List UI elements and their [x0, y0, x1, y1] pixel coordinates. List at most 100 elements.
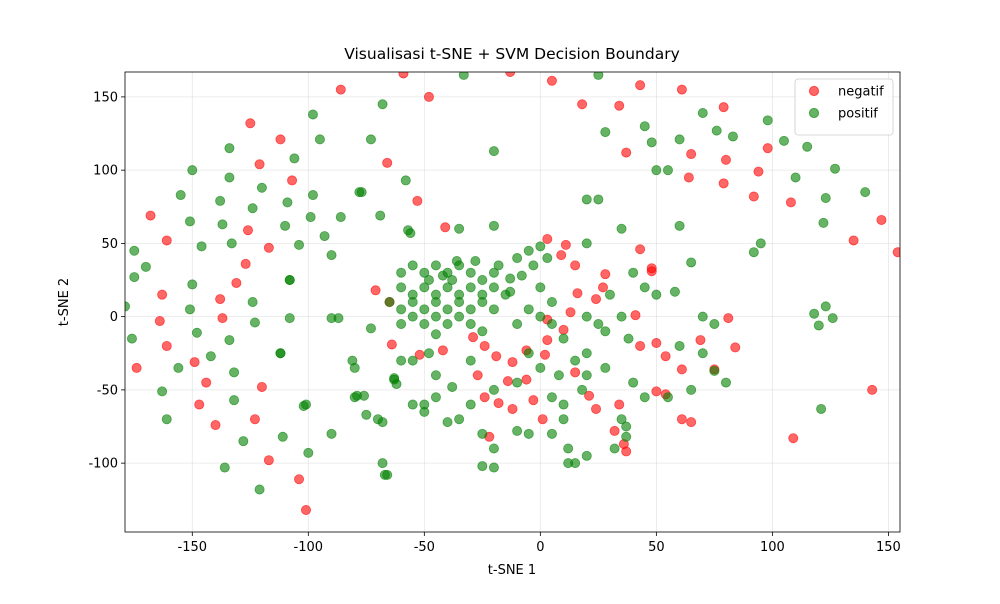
point — [215, 294, 226, 305]
point — [454, 223, 465, 234]
point — [419, 267, 430, 278]
point — [407, 355, 418, 366]
point — [697, 108, 708, 119]
point — [711, 125, 722, 136]
point — [785, 197, 796, 208]
point — [876, 214, 887, 225]
point — [556, 250, 567, 261]
point — [129, 245, 140, 256]
point — [593, 318, 604, 329]
point — [219, 462, 230, 473]
point — [546, 428, 557, 439]
legend-box — [794, 78, 894, 136]
point — [748, 247, 759, 258]
point — [477, 275, 488, 286]
point — [423, 348, 434, 359]
point — [396, 282, 407, 293]
legend-marker — [808, 107, 820, 119]
point — [512, 377, 523, 388]
point — [507, 357, 518, 368]
point — [646, 266, 657, 277]
point — [762, 115, 773, 126]
point — [593, 72, 604, 80]
point — [407, 260, 418, 271]
point — [377, 458, 388, 469]
point — [616, 414, 627, 425]
point — [762, 143, 773, 154]
point — [512, 318, 523, 329]
point — [651, 386, 662, 397]
point — [226, 238, 237, 249]
point — [400, 175, 411, 186]
point — [419, 318, 430, 329]
point — [349, 362, 360, 373]
point — [597, 282, 608, 293]
y-tick-label: 100 — [93, 164, 118, 179]
point — [412, 195, 423, 206]
point — [407, 311, 418, 322]
point — [660, 351, 671, 362]
point — [423, 275, 434, 286]
point — [488, 282, 499, 293]
point — [335, 84, 346, 95]
legend-marker — [808, 85, 820, 97]
point — [778, 135, 789, 146]
point — [621, 431, 632, 442]
point — [755, 238, 766, 249]
point — [591, 403, 602, 414]
point — [477, 461, 488, 472]
x-tick-label: -100 — [294, 540, 324, 555]
point — [437, 270, 448, 281]
point — [247, 203, 258, 214]
point — [215, 195, 226, 206]
point — [600, 127, 611, 138]
point — [247, 296, 258, 307]
point — [621, 446, 632, 457]
point — [820, 192, 831, 203]
point — [161, 235, 172, 246]
point — [254, 484, 265, 495]
point — [396, 355, 407, 366]
point — [131, 362, 142, 373]
point — [723, 313, 734, 324]
point — [284, 275, 295, 286]
point — [502, 376, 513, 387]
point — [386, 339, 397, 350]
point — [254, 159, 265, 170]
point — [816, 403, 827, 414]
point — [319, 231, 330, 242]
point — [201, 377, 212, 388]
point — [479, 392, 490, 403]
point — [249, 414, 260, 425]
point — [488, 267, 499, 278]
x-tick-label: 50 — [648, 540, 665, 555]
point — [187, 165, 198, 176]
point — [570, 355, 581, 366]
point — [695, 335, 706, 346]
point — [370, 285, 381, 296]
point — [210, 420, 221, 431]
point — [465, 399, 476, 410]
point — [546, 318, 557, 329]
point — [303, 447, 314, 458]
point — [407, 399, 418, 410]
legend: negatif positif — [794, 78, 894, 136]
point — [584, 390, 595, 401]
point — [430, 329, 441, 340]
point — [398, 72, 409, 79]
x-tick-label: 0 — [536, 540, 544, 555]
point — [788, 433, 799, 444]
point — [507, 403, 518, 414]
point — [523, 304, 534, 315]
point — [558, 399, 569, 410]
point — [231, 277, 242, 288]
point — [676, 364, 687, 375]
point — [593, 194, 604, 205]
point — [161, 414, 172, 425]
point — [686, 417, 697, 428]
point — [662, 165, 673, 176]
point — [753, 166, 764, 177]
point — [454, 414, 465, 425]
point — [621, 147, 632, 158]
point — [472, 370, 483, 381]
